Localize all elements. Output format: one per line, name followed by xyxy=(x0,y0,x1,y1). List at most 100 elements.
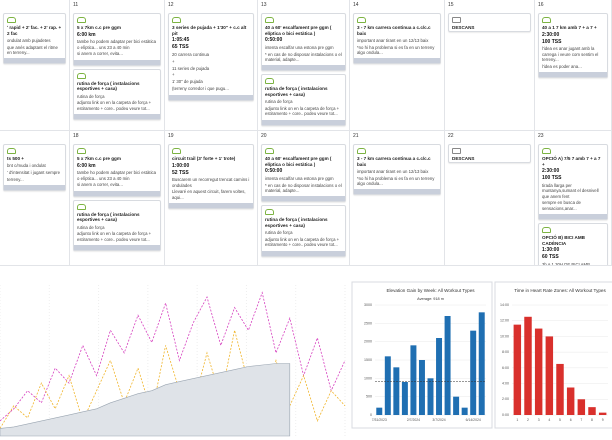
workout-tss: 100 TSS xyxy=(542,38,562,45)
workout-title: ʹ rapid + 2' fac. + 2' rap. + 2 fac xyxy=(7,25,62,36)
workout-title: rutina de força ( instalacions esportive… xyxy=(265,86,328,97)
workout-note: si anem a correr, evita... xyxy=(77,182,123,188)
y-tick-label: 1000 xyxy=(364,376,372,380)
sport-icon xyxy=(7,148,16,154)
workout-card[interactable]: 3 - 7 km carrera continua a c.c/c.c baix… xyxy=(353,144,441,196)
sport-icon xyxy=(77,72,86,79)
workout-note: Buscarem un recorregut trencat camins i … xyxy=(172,177,250,188)
bar xyxy=(524,316,532,415)
workout-note: tambe ho podem adaptar per bici estàtica… xyxy=(77,170,157,181)
y-tick-label: 2000 xyxy=(364,340,372,344)
day-date: 18 xyxy=(73,133,79,139)
workout-note: important anar tirant en un 12/13 baix xyxy=(357,37,429,43)
sport-icon xyxy=(265,148,274,154)
y-tick-label: 500 xyxy=(366,395,372,399)
workout-card[interactable]: 40 a 60' escalfament pre ggm ( elíptica … xyxy=(261,13,346,72)
workout-card[interactable]: DESCANS xyxy=(448,13,531,32)
workout-duration: 0:50:00 xyxy=(265,37,283,44)
sport-icon xyxy=(77,203,86,210)
day-date: 12 xyxy=(168,2,174,8)
workout-card[interactable]: 5 x 7km c.c pre ggm 6:00 km tambe ho podem… xyxy=(73,144,161,197)
compliance-bar xyxy=(169,94,253,100)
bar xyxy=(461,407,468,415)
workout-title: OPCIÓ A) 7/5 7 amb 7 + a 7 + xyxy=(542,156,601,167)
sport-icon xyxy=(542,148,551,154)
workout-note: bnt c/muda i ondulat xyxy=(7,163,46,169)
workout-title: rutina de força ( instalacions esportive… xyxy=(265,217,328,228)
bar xyxy=(410,345,417,415)
compliance-bar xyxy=(354,189,440,195)
bar xyxy=(566,387,575,415)
workout-title: 40 a 60' escalfament pre ggm ( elíptica … xyxy=(265,156,332,167)
sport-icon xyxy=(77,148,86,154)
workout-card[interactable]: 5 x 7km c.c pre ggm 6:00 km tambe ho podem… xyxy=(73,13,161,66)
workout-note: sempre en busca de sensacions,anar... xyxy=(542,200,581,211)
y-tick-label: 14:00 xyxy=(500,303,509,307)
bar xyxy=(384,356,391,415)
bar xyxy=(534,328,543,415)
sport-icon xyxy=(452,17,461,23)
line xyxy=(0,330,346,429)
sport-icon xyxy=(7,17,16,23)
day-cell: 12 3 series de pujada + 1'30" + c.c alt p… xyxy=(165,0,258,131)
workout-card[interactable]: DESCANS xyxy=(448,144,531,163)
workout-duration: 2:30:00 xyxy=(542,168,560,175)
workout-title: 3 series de pujada + 1'30" + c.c alt pit xyxy=(172,25,247,36)
y-tick-label: 2:00 xyxy=(502,397,509,401)
day-cell: 14 3 - 7 km carrera continua a c.c/c.c ba… xyxy=(350,0,445,131)
workout-card[interactable]: OPCIÓ B) BICI AMB CADÈNCIA 1:30:00 60 TSS 3… xyxy=(538,223,608,265)
workout-note: si anem a correr, evita... xyxy=(77,51,123,57)
workout-card[interactable]: rutina de força ( instalacions esportive… xyxy=(261,205,346,257)
workout-title: 5 x 7km c.c pre ggm xyxy=(77,156,121,161)
workout-note: rutina de força xyxy=(77,93,105,99)
workout-card[interactable]: rutina de força ( instalacions esportive… xyxy=(73,199,161,252)
workout-card[interactable]: ʹ rapid + 2' fac. + 2' rap. + 2 fac ondul… xyxy=(3,13,66,65)
y-tick-label: 0 xyxy=(370,413,372,417)
x-tick-label: 4 xyxy=(548,418,550,422)
workout-tss: 65 TSS xyxy=(172,44,189,51)
day-date: 14 xyxy=(353,2,359,8)
workout-card[interactable]: rutina de força ( instalacions esportive… xyxy=(73,68,161,121)
workout-note: intenta escalfar una estona pre ggm xyxy=(265,175,334,181)
day-cell: 19 circuit trail (3' forte + 1' trote) 1:0… xyxy=(165,131,258,266)
workout-card[interactable]: 40 a 1 7 km amb 7 + a 7 +2:30:00 100 TSS l… xyxy=(538,13,608,79)
workout-card[interactable]: rutina de força ( instalacions esportive… xyxy=(261,74,346,126)
bar xyxy=(470,330,477,415)
workout-card[interactable]: circuit trail (3' forte + 1' trote) 1:00:… xyxy=(168,144,254,210)
workout-card[interactable]: 3 series de pujada + 1'30" + c.c alt pit… xyxy=(168,13,254,101)
workout-card[interactable]: ts 500 + bnt c/muda i ondulat ' d'intensit… xyxy=(3,144,66,192)
workout-card[interactable]: 40 a 60' escalfament pre ggm ( elíptica … xyxy=(261,144,346,203)
workout-title: rutina de força ( instalacions esportive… xyxy=(77,211,140,223)
x-tick-label: 2 xyxy=(527,418,529,422)
workout-card[interactable]: OPCIÓ A) 7/5 7 amb 7 + a 7 +2:30:00 100 T… xyxy=(538,144,608,221)
workout-note: l'idea es anar jugant amb la carrega i v… xyxy=(542,46,599,62)
workout-card[interactable]: 3 - 7 km carrera continua a c.c/c.c baix… xyxy=(353,13,441,65)
compliance-bar xyxy=(539,214,607,220)
workout-duration: 0:50:00 xyxy=(265,168,283,175)
workout-note: adjunto link on en la carpeta de força +… xyxy=(77,231,152,242)
workout-title: 5 x 7km c.c pre ggm xyxy=(77,25,121,30)
workout-duration: 1:05:45 xyxy=(172,37,190,44)
x-tick-label: 5 xyxy=(559,418,561,422)
bar xyxy=(393,367,400,415)
day-date: 20 xyxy=(261,133,267,139)
day-date: 11 xyxy=(73,2,79,8)
bar xyxy=(376,407,383,415)
workout-note: Llevaré en aquest circuit, farem voltes,… xyxy=(172,189,246,200)
workout-note: rutina de força xyxy=(77,224,105,230)
bar xyxy=(478,312,485,415)
bar xyxy=(598,412,607,415)
day-date: 21 xyxy=(353,133,359,139)
sport-icon xyxy=(542,227,551,234)
sport-icon xyxy=(172,148,181,154)
workout-duration: 1:30:00 xyxy=(542,247,560,254)
day-date: 19 xyxy=(168,133,174,139)
reference-label: Average: 918 m xyxy=(417,297,444,301)
chart-title: Time in Heart Rate Zones: All Workout Ty… xyxy=(514,288,606,293)
workout-tss: 60 TSS xyxy=(542,254,559,261)
sport-icon xyxy=(265,78,274,85)
sport-icon xyxy=(357,148,366,154)
x-tick-label: 1 xyxy=(516,418,518,422)
day-cell: 21 3 - 7 km carrera continua a c.c/c.c ba… xyxy=(350,131,445,266)
sport-icon xyxy=(357,17,366,23)
